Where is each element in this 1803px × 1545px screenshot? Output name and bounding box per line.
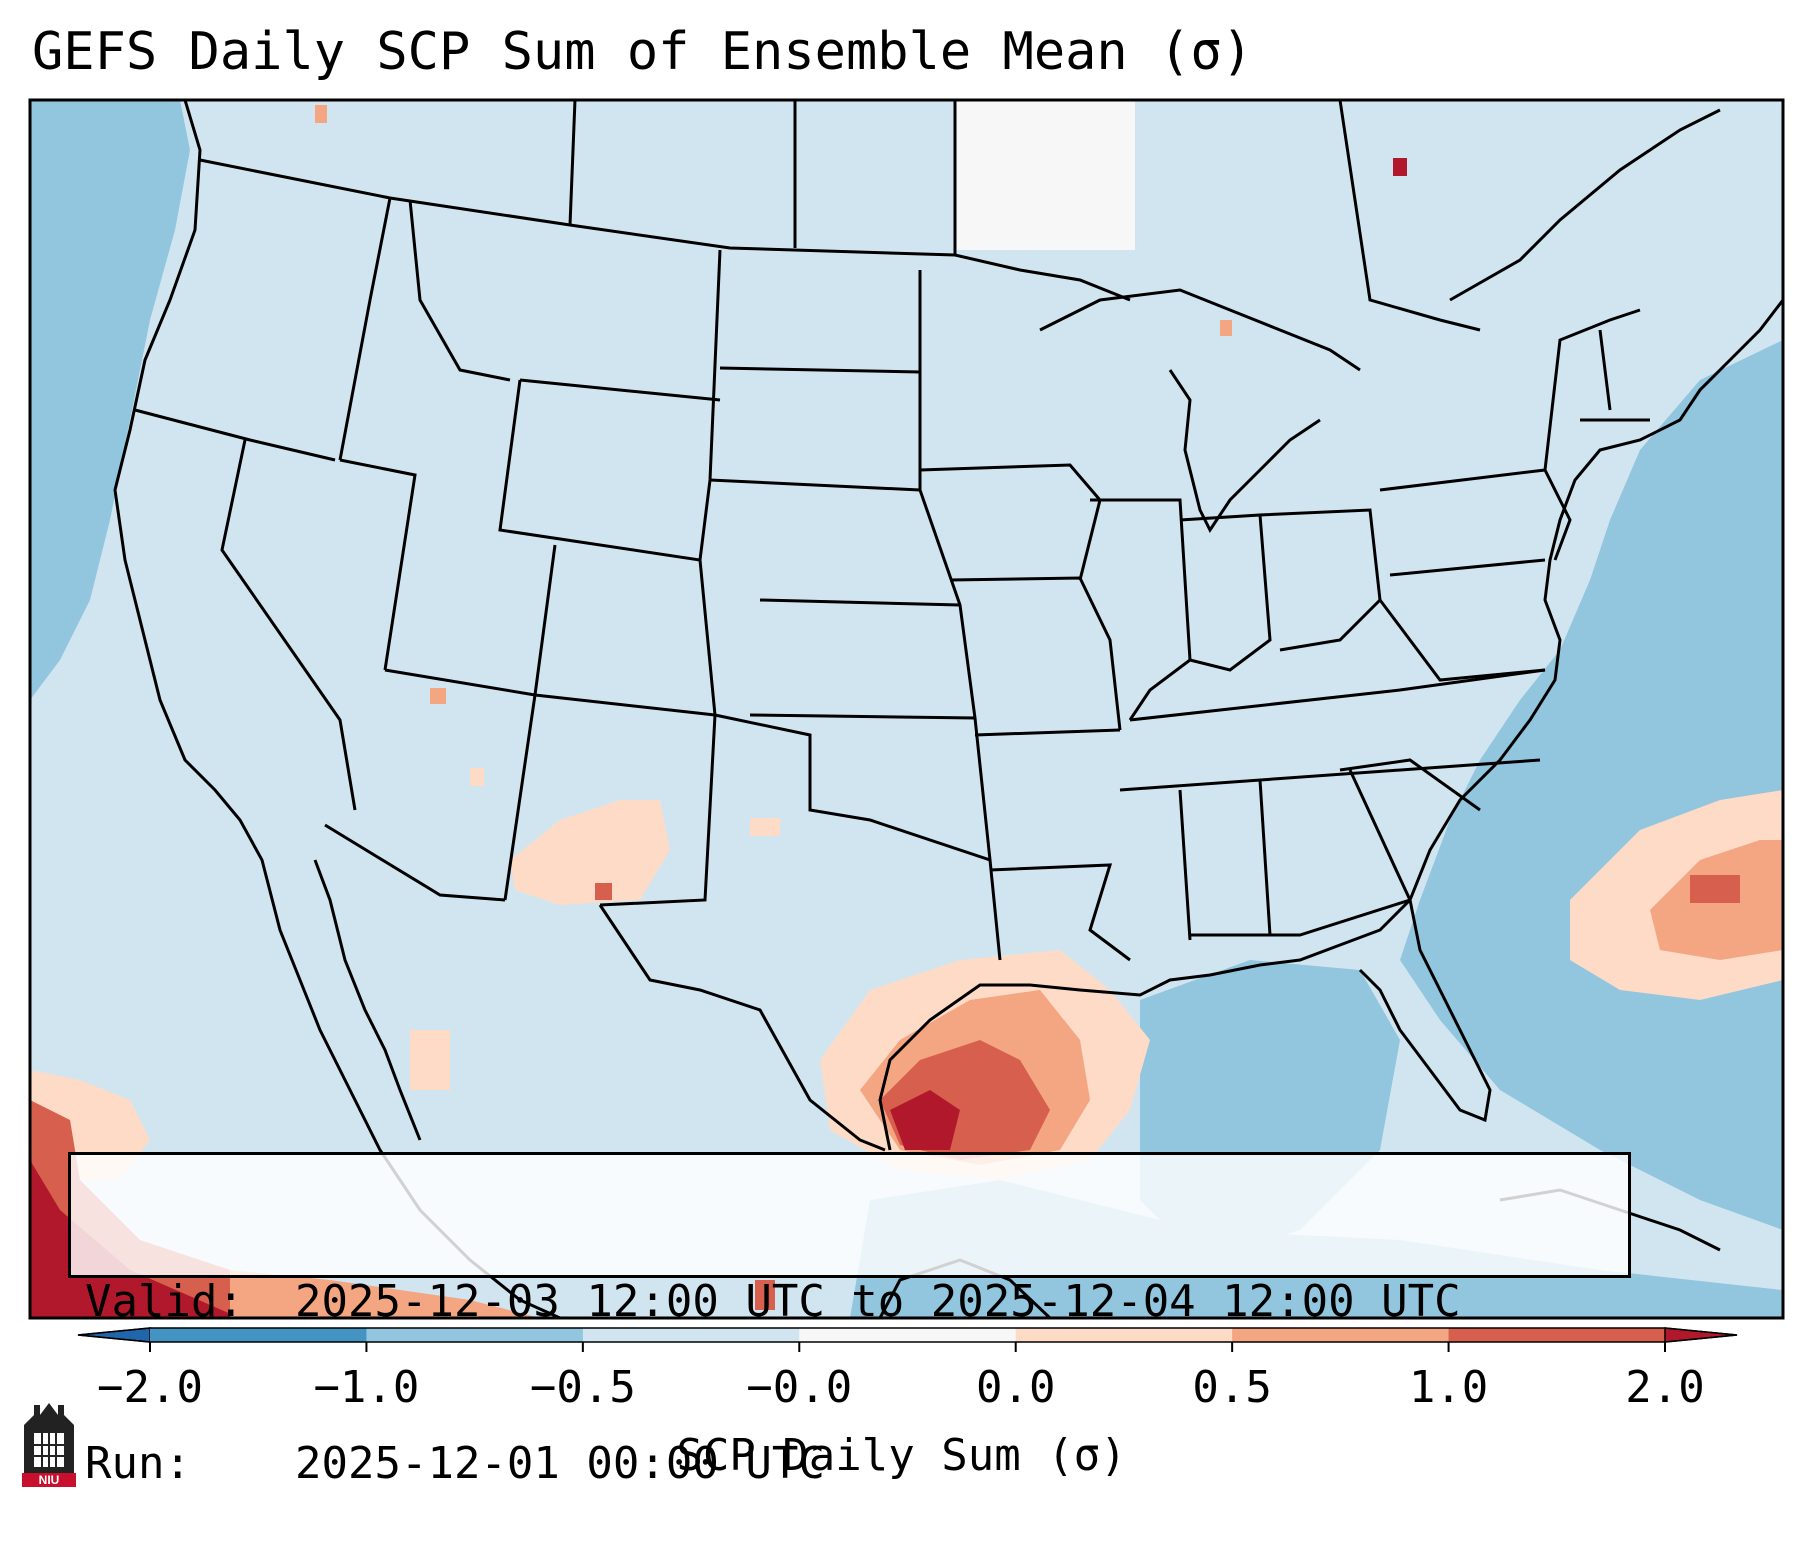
colorbar-segment-6 xyxy=(1448,1328,1666,1342)
colorbar-segment-0 xyxy=(150,1328,367,1342)
colorbar-segment-5 xyxy=(1232,1328,1450,1342)
colorbar-over-extension xyxy=(1664,1327,1738,1343)
colorbar-segment-4 xyxy=(1015,1328,1233,1342)
colorbar-tick-label-6: 1.0 xyxy=(1408,1362,1489,1413)
colorbar-tick-label-4: 0.0 xyxy=(975,1362,1056,1413)
valid-run-infobox: Valid: 2025-12-03 12:00 UTC to 2025-12-04… xyxy=(68,1152,1631,1489)
scp-red-atlantic xyxy=(1690,875,1740,903)
run-value: 2025-12-01 00:00 UTC xyxy=(295,1438,825,1489)
pacific-ocean xyxy=(30,100,190,700)
map-frame xyxy=(28,98,1785,1320)
colorbar-tick-label-1: −1.0 xyxy=(313,1362,420,1413)
map-title: GEFS Daily SCP Sum of Ensemble Mean (σ) xyxy=(32,22,1253,82)
run-label: Run: xyxy=(85,1438,191,1489)
colorbar-tick-label-7: 2.0 xyxy=(1625,1362,1705,1413)
colorbar-segment-3 xyxy=(799,1328,1017,1342)
colorbar-tick-label-2: −0.5 xyxy=(529,1362,636,1413)
map-canvas xyxy=(28,98,1785,1352)
atlantic-ocean xyxy=(1400,340,1783,1230)
colorbar-tick-label-0: −2.0 xyxy=(97,1362,203,1413)
niu-logo: NIU xyxy=(22,1403,76,1487)
valid-label: Valid: xyxy=(85,1276,244,1327)
colorbar-tick-label-5: 0.5 xyxy=(1192,1362,1272,1413)
colorbar-label: SCP Daily Sum (σ) xyxy=(676,1430,1127,1481)
colorbar-tick-label-3: −0.0 xyxy=(746,1362,853,1413)
map-area xyxy=(30,100,1783,1318)
colorbar xyxy=(77,1327,1738,1352)
state-borders xyxy=(134,100,1721,1152)
scp-darkred-bottomleft xyxy=(30,1160,240,1318)
scp-mid-bottom xyxy=(230,1270,540,1318)
scp-light-southwest xyxy=(510,800,670,905)
colorbar-segment-1 xyxy=(366,1328,584,1342)
valid-value: 2025-12-03 12:00 UTC to 2025-12-04 12:00… xyxy=(295,1276,1461,1327)
scp-darkred-gulf xyxy=(890,1090,960,1150)
scp-red-southwest xyxy=(595,883,612,900)
colorbar-segment-2 xyxy=(582,1328,800,1342)
logo-text: NIU xyxy=(39,1473,60,1487)
white-region-north xyxy=(955,100,1135,250)
